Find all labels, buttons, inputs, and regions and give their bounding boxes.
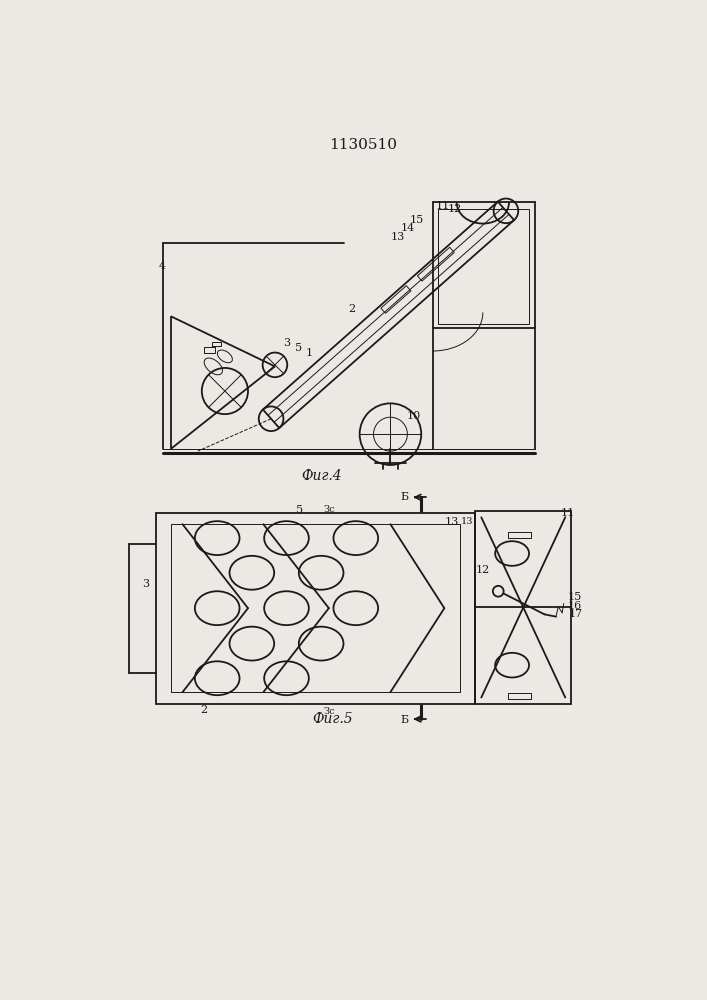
Text: 12: 12 <box>476 565 490 575</box>
Text: 16: 16 <box>568 601 583 611</box>
Bar <box>438 209 529 324</box>
Text: 15: 15 <box>568 592 583 602</box>
Text: 13: 13 <box>461 517 474 526</box>
Text: 4: 4 <box>158 261 165 271</box>
Bar <box>475 511 571 704</box>
Text: 5: 5 <box>296 343 303 353</box>
Bar <box>156 513 475 704</box>
Text: 17: 17 <box>568 609 583 619</box>
Bar <box>212 342 221 346</box>
Text: Б: Б <box>400 715 409 725</box>
Text: 12: 12 <box>448 204 462 214</box>
Text: 2: 2 <box>349 304 356 314</box>
Text: 2: 2 <box>201 705 208 715</box>
Text: 5: 5 <box>296 505 303 515</box>
Text: 13: 13 <box>445 517 459 527</box>
Bar <box>508 532 532 538</box>
Text: 10: 10 <box>407 411 421 421</box>
Bar <box>508 693 532 699</box>
Text: 11: 11 <box>561 508 575 518</box>
Text: 14: 14 <box>401 223 415 233</box>
Bar <box>204 347 215 353</box>
Text: Фиг.4: Фиг.4 <box>301 469 341 483</box>
Text: Б: Б <box>400 492 409 502</box>
Text: Фиг.5: Фиг.5 <box>312 712 353 726</box>
Text: 1130510: 1130510 <box>329 138 397 152</box>
Text: Зc: Зc <box>323 505 334 514</box>
Text: 1: 1 <box>305 348 312 358</box>
Text: 3: 3 <box>142 579 149 589</box>
Bar <box>171 524 460 692</box>
Text: 3: 3 <box>283 338 290 348</box>
Text: 15: 15 <box>409 215 423 225</box>
Text: Зc: Зc <box>323 707 334 716</box>
Text: 11: 11 <box>436 201 450 211</box>
Text: 13: 13 <box>391 232 405 242</box>
